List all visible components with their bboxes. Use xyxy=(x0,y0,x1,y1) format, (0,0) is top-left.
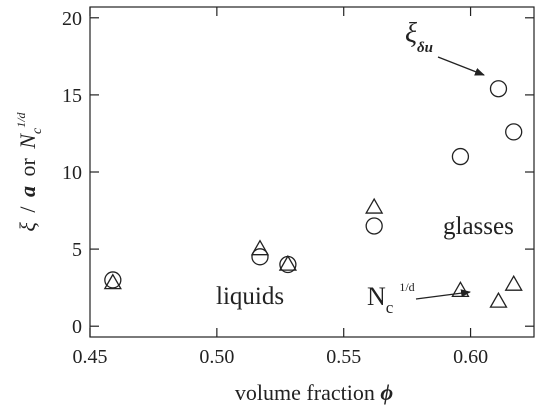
circle-point xyxy=(451,147,470,166)
svg-text:ξδu: ξδu xyxy=(405,18,433,56)
triangle-point xyxy=(278,254,298,271)
y-axis-label: ξ / a or Nc1/d xyxy=(14,111,45,231)
circle-point xyxy=(104,271,122,289)
y-tick-label: 15 xyxy=(62,85,82,107)
y-tick-label: 10 xyxy=(62,162,82,184)
liquids-label: liquids xyxy=(216,283,284,310)
xi-du-arrow xyxy=(437,56,485,76)
svg-text:Nc1/d: Nc1/d xyxy=(367,280,415,317)
triangle-point xyxy=(504,274,523,291)
triangle-point xyxy=(489,291,508,308)
plot-frame xyxy=(89,6,535,338)
circle-point xyxy=(365,217,383,235)
circle-point xyxy=(505,123,523,141)
nc-arrow xyxy=(415,289,471,300)
x-tick-label: 0.50 xyxy=(199,346,234,368)
y-tick-label: 20 xyxy=(62,8,82,30)
x-axis-ticks: 0.45 0.50 0.55 0.60 xyxy=(73,7,488,368)
glasses-label: glasses xyxy=(443,213,514,240)
annotation-nc: Nc1/d xyxy=(367,280,471,317)
y-tick-label: 5 xyxy=(72,239,82,261)
annotation-xi-du: ξδu xyxy=(405,18,485,76)
triangle-point xyxy=(103,273,122,290)
x-tick-label: 0.55 xyxy=(326,346,361,368)
x-tick-label: 0.45 xyxy=(73,346,108,368)
x-axis-label: volume fraction ϕ xyxy=(235,380,393,405)
triangle-point xyxy=(365,197,384,214)
x-tick-label: 0.60 xyxy=(453,346,488,368)
y-axis-ticks: 0 5 10 15 20 xyxy=(62,8,534,338)
data-marks xyxy=(103,80,523,308)
circle-point xyxy=(251,248,269,266)
triangle-point xyxy=(250,239,270,256)
y-tick-label: 0 xyxy=(72,316,82,338)
circle-point xyxy=(489,80,508,98)
